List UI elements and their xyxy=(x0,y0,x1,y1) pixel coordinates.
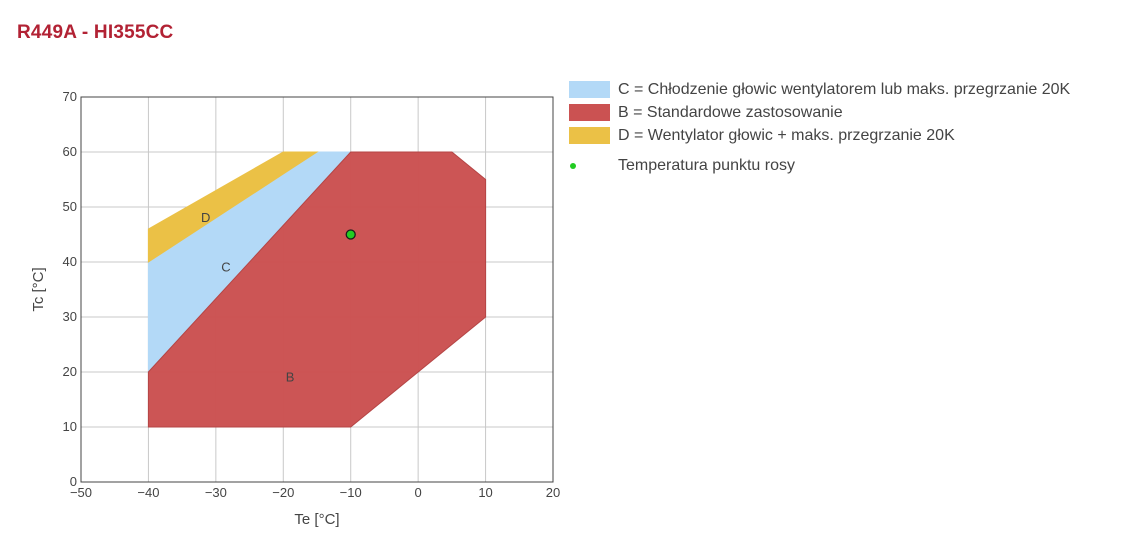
y-tick-label: 40 xyxy=(63,254,77,269)
y-tick-label: 0 xyxy=(70,474,77,489)
legend-label-b: B = Standardowe zastosowanie xyxy=(618,103,843,121)
x-tick-label: 10 xyxy=(478,485,492,500)
y-tick-label: 50 xyxy=(63,199,77,214)
legend-marker-dew-point xyxy=(569,157,610,174)
legend-label-d: D = Wentylator głowic + maks. przegrzani… xyxy=(618,126,955,144)
y-axis-label: Tc [°C] xyxy=(30,267,47,311)
chart-title: R449A - HI355CC xyxy=(17,22,174,43)
plot-frame xyxy=(80,96,554,483)
legend: C = Chłodzenie głowic wentylatorem lub m… xyxy=(569,78,1070,177)
regions-layer xyxy=(147,151,487,428)
x-tick-label: 0 xyxy=(415,485,422,500)
region-label-c: C xyxy=(221,260,230,275)
y-tick-label: 20 xyxy=(63,364,77,379)
legend-swatch-b xyxy=(569,104,610,121)
points-layer xyxy=(345,229,356,240)
legend-swatch-d xyxy=(569,127,610,144)
legend-item-c[interactable]: C = Chłodzenie głowic wentylatorem lub m… xyxy=(569,78,1070,101)
region-label-b: B xyxy=(286,370,295,385)
region-labels-layer: C B D xyxy=(201,210,294,385)
region-label-d: D xyxy=(201,210,210,225)
y-tick-labels: 0 10 20 30 40 50 60 70 xyxy=(63,89,77,489)
dew-point-dot-icon xyxy=(570,163,576,169)
x-tick-label: −10 xyxy=(340,485,362,500)
y-tick-label: 60 xyxy=(63,144,77,159)
region-d xyxy=(147,151,319,263)
legend-item-dew-point[interactable]: Temperatura punktu rosy xyxy=(569,154,1070,177)
dew-point-marker xyxy=(345,229,356,240)
x-tick-labels: −50 −40 −30 −20 −10 0 10 20 xyxy=(70,485,560,500)
region-b xyxy=(147,151,487,428)
legend-swatch-c xyxy=(569,81,610,98)
legend-label-c: C = Chłodzenie głowic wentylatorem lub m… xyxy=(618,80,1071,98)
y-tick-label: 10 xyxy=(63,419,77,434)
x-tick-label: 20 xyxy=(546,485,560,500)
x-tick-label: −40 xyxy=(137,485,159,500)
legend-label-dew-point: Temperatura punktu rosy xyxy=(618,156,795,174)
legend-item-d[interactable]: D = Wentylator głowic + maks. przegrzani… xyxy=(569,124,1070,147)
y-tick-label: 30 xyxy=(63,309,77,324)
x-tick-label: −30 xyxy=(205,485,227,500)
x-tick-label: −20 xyxy=(272,485,294,500)
legend-item-b[interactable]: B = Standardowe zastosowanie xyxy=(569,101,1070,124)
x-tick-label: −50 xyxy=(70,485,92,500)
x-axis-label: Te [°C] xyxy=(294,511,339,528)
y-tick-label: 70 xyxy=(63,89,77,104)
